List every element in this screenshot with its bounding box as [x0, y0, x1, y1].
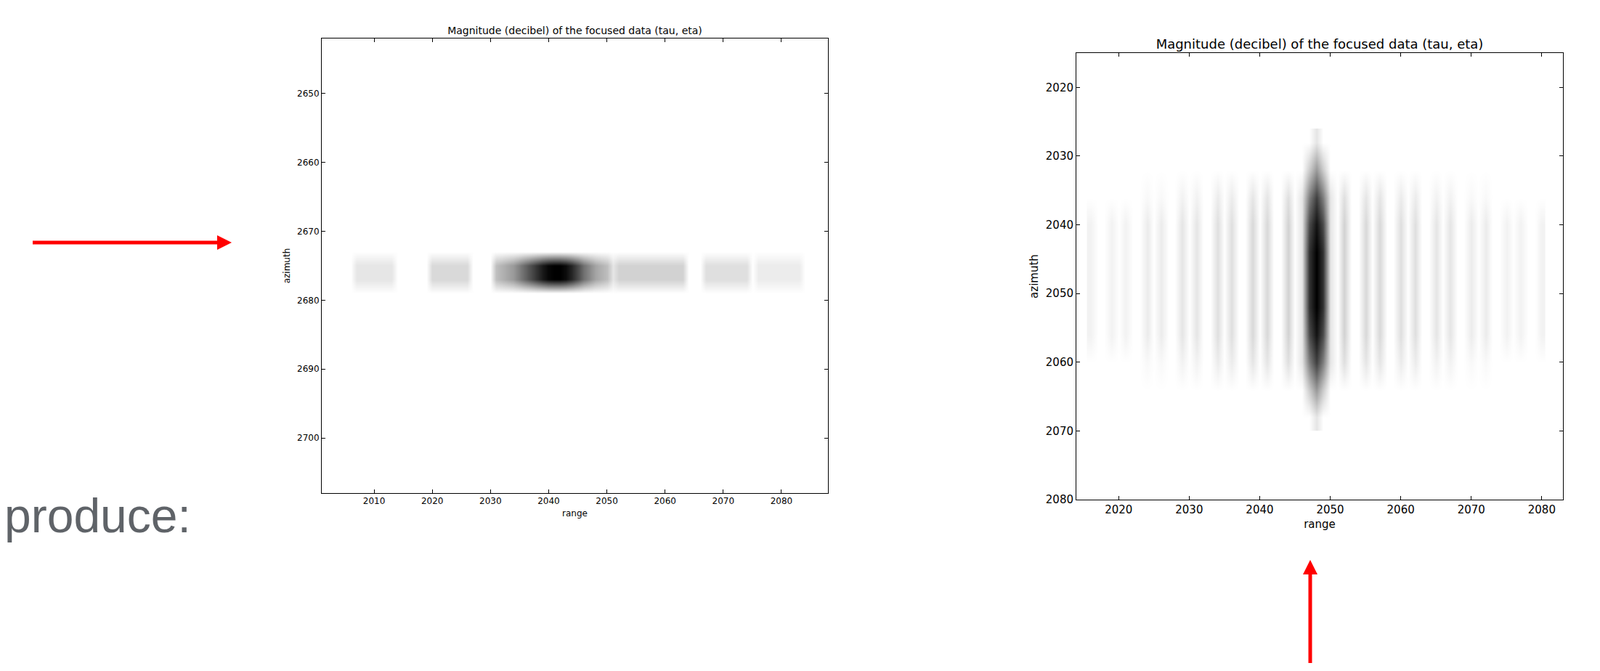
svg-text:2040: 2040: [1045, 218, 1074, 232]
html-text:produce:: produce:: [4, 488, 191, 543]
svg-text:Magnitude (decibel) of the foc: Magnitude (decibel) of the focused data …: [447, 24, 703, 37]
svg-text:2080: 2080: [1528, 503, 1556, 517]
svg-text:2060: 2060: [1045, 355, 1074, 369]
svg-text:2060: 2060: [1387, 503, 1415, 517]
svg-text:2030: 2030: [1045, 149, 1074, 163]
svg-text:2070: 2070: [712, 496, 735, 507]
svg-text:2060: 2060: [653, 496, 677, 507]
svg-text:2010: 2010: [363, 496, 386, 507]
svg-text:azimuth: azimuth: [281, 248, 292, 284]
svg-text:2050: 2050: [1045, 286, 1074, 300]
svg-text:azimuth: azimuth: [1027, 254, 1041, 299]
svg-text:2040: 2040: [537, 496, 560, 507]
svg-text:2700: 2700: [297, 432, 320, 444]
svg-text:2020: 2020: [1104, 503, 1133, 517]
svg-text:2020: 2020: [1045, 81, 1074, 95]
svg-text:Magnitude (decibel) of the foc: Magnitude (decibel) of the focused data …: [1156, 36, 1484, 52]
svg-text:2080: 2080: [1045, 493, 1074, 507]
svg-text:2660: 2660: [297, 157, 320, 168]
svg-text:range: range: [1303, 517, 1336, 531]
svg-text:2680: 2680: [297, 295, 320, 306]
svg-text:2070: 2070: [1457, 503, 1486, 517]
svg-text:2040: 2040: [1245, 503, 1274, 517]
svg-text:2690: 2690: [297, 363, 320, 375]
svg-text:2650: 2650: [297, 88, 320, 99]
svg-text:2050: 2050: [595, 496, 619, 507]
svg-text:2070: 2070: [1045, 424, 1074, 438]
svg-text:2030: 2030: [1175, 503, 1203, 517]
svg-text:2050: 2050: [1316, 503, 1344, 517]
svg-text:range: range: [562, 508, 588, 519]
svg-text:2020: 2020: [421, 496, 444, 507]
svg-text:2030: 2030: [479, 496, 502, 507]
svg-text:2670: 2670: [297, 226, 320, 237]
svg-text:2080: 2080: [770, 496, 794, 507]
